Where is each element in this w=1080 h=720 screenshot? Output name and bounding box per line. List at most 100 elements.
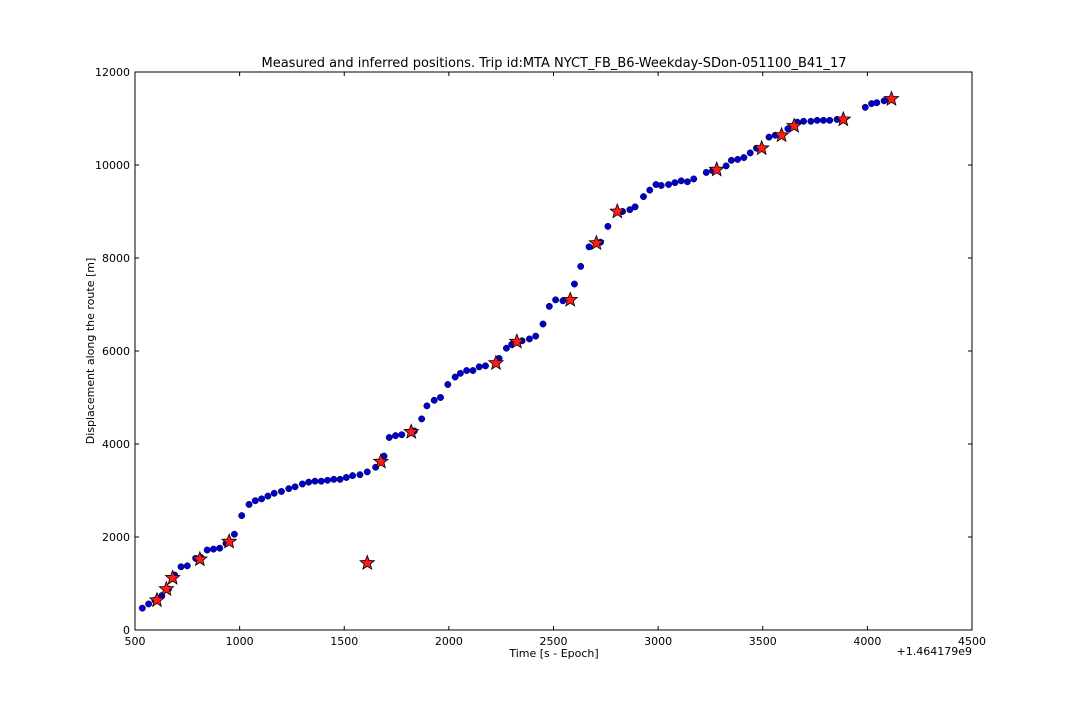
data-point-measured xyxy=(819,116,827,124)
data-point-measured xyxy=(826,116,834,124)
y-tick-label: 0 xyxy=(123,624,130,637)
data-point-measured xyxy=(270,489,278,497)
data-point-measured xyxy=(475,363,483,371)
data-point-measured xyxy=(456,369,464,377)
data-point-measured xyxy=(177,563,185,571)
data-point-inferred xyxy=(562,291,579,307)
x-axis-label: Time [s - Epoch] xyxy=(508,647,598,660)
data-point-measured xyxy=(740,154,748,162)
x-tick-label: 2500 xyxy=(540,635,568,648)
data-point-measured xyxy=(734,155,742,163)
series-measured xyxy=(138,96,893,612)
plot-frame xyxy=(134,71,973,631)
data-point-inferred xyxy=(753,139,770,156)
data-point-measured xyxy=(683,178,691,186)
data-point-measured xyxy=(437,394,444,401)
data-point-measured xyxy=(657,182,665,189)
data-point-measured xyxy=(423,402,431,410)
data-point-inferred xyxy=(588,234,605,251)
data-point-inferred xyxy=(148,591,166,608)
y-tick-label: 12000 xyxy=(95,66,130,79)
data-point-measured xyxy=(430,396,438,404)
data-point-measured xyxy=(264,492,272,500)
data-point-measured xyxy=(646,186,654,194)
data-point-inferred xyxy=(403,423,420,439)
data-point-measured xyxy=(577,262,585,270)
data-point-measured xyxy=(183,562,191,570)
x-tick-label: 4000 xyxy=(853,635,881,648)
data-point-measured xyxy=(539,320,547,328)
data-point-measured xyxy=(626,206,634,214)
y-tick-label: 8000 xyxy=(102,252,130,265)
data-point-inferred xyxy=(508,333,526,349)
data-point-measured xyxy=(330,475,338,483)
data-point-measured xyxy=(665,181,673,188)
data-point-measured xyxy=(604,222,612,230)
data-point-measured xyxy=(298,480,306,488)
data-point-measured xyxy=(469,367,477,374)
data-point-measured xyxy=(311,477,319,485)
data-point-inferred xyxy=(158,580,175,597)
x-axis: 500 1000 1500 2000 2500 3000 3500 4000 4500 xyxy=(125,72,986,648)
data-point-measured xyxy=(746,149,754,157)
x-tick-label: 500 xyxy=(125,635,146,648)
data-point-measured xyxy=(677,177,685,185)
chart-title: Measured and inferred positions. Trip id… xyxy=(261,56,846,71)
data-point-measured xyxy=(585,243,593,251)
data-point-measured xyxy=(444,381,452,388)
data-point-inferred xyxy=(487,354,505,371)
data-point-measured xyxy=(138,604,146,612)
data-point-measured xyxy=(258,495,266,503)
data-point-measured xyxy=(203,546,211,554)
data-point-inferred xyxy=(773,126,790,143)
data-point-measured xyxy=(727,156,735,164)
data-point-measured xyxy=(873,99,881,107)
y-tick-label: 2000 xyxy=(102,531,130,544)
data-point-measured xyxy=(702,168,710,176)
data-point-measured xyxy=(532,332,540,340)
data-point-measured xyxy=(552,296,560,304)
data-point-measured xyxy=(398,431,406,439)
data-point-measured xyxy=(392,432,399,440)
data-point-measured xyxy=(807,117,815,125)
x-tick-label: 4500 xyxy=(958,635,986,648)
x-tick-label: 1500 xyxy=(330,635,358,648)
data-point-measured xyxy=(631,203,639,211)
data-point-measured xyxy=(363,468,371,476)
data-point-measured xyxy=(418,415,426,423)
data-point-measured xyxy=(861,103,869,111)
y-axis-label: Displacement along the route [m] xyxy=(84,258,97,445)
data-point-measured xyxy=(671,179,679,187)
data-point-measured xyxy=(502,344,510,352)
data-point-measured xyxy=(317,477,325,485)
x-tick-label: 3000 xyxy=(644,635,672,648)
data-point-measured xyxy=(216,544,224,552)
data-point-measured xyxy=(238,512,246,520)
data-point-measured xyxy=(285,485,293,493)
data-point-inferred xyxy=(883,90,900,106)
data-point-measured xyxy=(291,483,299,491)
x-tick-label: 1000 xyxy=(226,635,254,648)
data-point-measured xyxy=(336,475,344,483)
data-point-inferred xyxy=(785,117,803,133)
data-point-inferred xyxy=(191,550,209,567)
data-point-inferred xyxy=(609,202,626,219)
data-point-measured xyxy=(278,487,285,495)
data-point-measured xyxy=(482,362,489,370)
data-point-measured xyxy=(570,280,578,288)
data-point-measured xyxy=(245,501,253,508)
data-point-measured xyxy=(305,478,313,486)
y-axis: 0 2000 4000 6000 8000 10000 12000 xyxy=(95,66,972,637)
data-point-measured xyxy=(145,600,153,608)
data-point-measured xyxy=(765,133,773,141)
y-tick-label: 4000 xyxy=(102,438,130,451)
data-point-measured xyxy=(230,530,238,538)
data-point-measured xyxy=(640,193,647,201)
data-point-measured xyxy=(525,335,533,343)
x-offset-label: +1.464179e9 xyxy=(897,645,972,658)
data-point-inferred xyxy=(164,569,181,585)
data-point-inferred xyxy=(220,533,238,549)
data-point-measured xyxy=(324,476,331,484)
data-point-measured xyxy=(800,117,808,125)
